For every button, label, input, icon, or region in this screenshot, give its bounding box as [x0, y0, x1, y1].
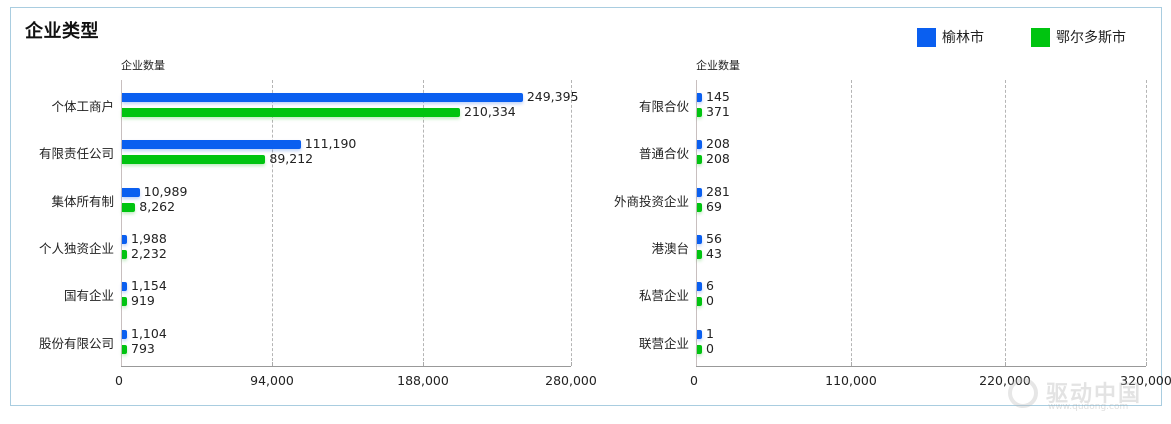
- bar-value-label: 145: [706, 89, 730, 104]
- category-label: 国有企业: [63, 288, 114, 303]
- category-label: 个体工商户: [51, 99, 114, 114]
- bar-value-label: 208: [706, 151, 730, 166]
- x-tick-label: 110,000: [825, 373, 877, 388]
- category-label: 外商投资企业: [613, 194, 689, 209]
- bar-value-label: 10,989: [143, 184, 188, 199]
- category-label: 集体所有制: [51, 194, 114, 209]
- x-tick-label: 0: [115, 373, 123, 388]
- category-label: 港澳台: [651, 241, 689, 256]
- watermark-url: www.qudong.com: [1048, 402, 1129, 412]
- gridline: [1146, 80, 1147, 366]
- bar-ordos[interactable]: [697, 203, 702, 212]
- bar-ordos[interactable]: [122, 108, 461, 117]
- bar-value-label: 371: [706, 104, 730, 119]
- bar-value-label: 793: [131, 341, 155, 356]
- watermark-logo: 驱动中国 www.qudong.com: [1008, 376, 1168, 416]
- bar-value-label: 111,190: [304, 136, 357, 151]
- bar-value-label: 2,232: [131, 246, 167, 261]
- bar-ordos[interactable]: [122, 297, 127, 306]
- y-axis-line: [121, 80, 122, 366]
- legend-swatch-icon: [1031, 27, 1050, 47]
- bar-yulin[interactable]: [122, 188, 140, 197]
- category-label: 有限合伙: [638, 99, 689, 114]
- bar-value-label: 1,154: [131, 278, 167, 293]
- x-tick: [1005, 362, 1006, 366]
- x-tick-label: 94,000: [250, 373, 294, 388]
- bar-ordos[interactable]: [122, 250, 127, 259]
- bar-yulin[interactable]: [122, 235, 127, 244]
- category-label: 私营企业: [638, 288, 689, 303]
- bar-ordos[interactable]: [122, 155, 266, 164]
- y-axis-title: 企业数量: [121, 59, 165, 72]
- bar-value-label: 0: [706, 293, 714, 308]
- bar-yulin[interactable]: [697, 140, 702, 149]
- bar-value-label: 6: [706, 278, 714, 293]
- chart-panel: [10, 7, 1162, 406]
- legend-item-ordos[interactable]: 鄂尔多斯市: [1031, 27, 1126, 47]
- category-label: 股份有限公司: [38, 336, 114, 351]
- gridline: [272, 80, 273, 366]
- x-axis-line: [121, 366, 571, 367]
- bar-ordos[interactable]: [122, 345, 127, 354]
- bar-ordos[interactable]: [122, 203, 136, 212]
- bar-ordos[interactable]: [697, 250, 702, 259]
- watermark-text: 驱动中国: [1046, 382, 1143, 407]
- bar-value-label: 8,262: [139, 199, 176, 214]
- x-tick: [851, 362, 852, 366]
- bar-yulin[interactable]: [697, 330, 702, 339]
- x-tick-label: 320,000: [1120, 373, 1171, 388]
- bar-yulin[interactable]: [122, 282, 127, 291]
- legend-item-yulin[interactable]: 榆林市: [917, 27, 984, 47]
- x-tick: [1146, 362, 1147, 366]
- x-tick-label: 188,000: [397, 373, 449, 388]
- bar-yulin[interactable]: [697, 282, 702, 291]
- category-label: 联营企业: [638, 336, 689, 351]
- bar-ordos[interactable]: [697, 297, 702, 306]
- category-label: 普通合伙: [638, 146, 689, 161]
- bar-value-label: 210,334: [464, 104, 516, 119]
- bar-value-label: 249,395: [526, 89, 579, 104]
- bar-value-label: 89,212: [269, 151, 314, 166]
- x-axis-line: [696, 366, 1146, 367]
- y-axis-line: [696, 80, 697, 366]
- bar-value-label: 281: [706, 184, 730, 199]
- x-tick-label: 280,000: [545, 373, 597, 388]
- bar-value-label: 1,104: [131, 326, 167, 341]
- category-label: 个人独资企业: [38, 241, 114, 256]
- bar-value-label: 1: [706, 326, 714, 341]
- bar-ordos[interactable]: [697, 345, 702, 354]
- x-tick: [272, 362, 273, 366]
- bar-value-label: 69: [706, 199, 722, 214]
- bar-value-label: 56: [706, 231, 722, 246]
- x-tick-label: 0: [690, 373, 698, 388]
- legend-label: 榆林市: [942, 30, 984, 46]
- legend-label: 鄂尔多斯市: [1056, 30, 1126, 46]
- gridline: [423, 80, 424, 366]
- panel-title: 企业类型: [25, 21, 99, 42]
- gridline: [1005, 80, 1006, 366]
- gridline: [851, 80, 852, 366]
- bar-yulin[interactable]: [697, 188, 702, 197]
- bar-value-label: 43: [706, 246, 722, 261]
- bar-yulin[interactable]: [122, 330, 127, 339]
- bar-value-label: 0: [706, 341, 714, 356]
- x-tick: [571, 362, 572, 366]
- y-axis-title: 企业数量: [696, 59, 740, 72]
- category-label: 有限责任公司: [38, 146, 114, 161]
- x-tick: [423, 362, 424, 366]
- bar-yulin[interactable]: [122, 140, 301, 149]
- bar-yulin[interactable]: [122, 93, 523, 102]
- bar-value-label: 208: [706, 136, 730, 151]
- watermark-ring-icon: [1008, 378, 1038, 408]
- legend-swatch-icon: [917, 27, 936, 47]
- bar-ordos[interactable]: [697, 155, 702, 164]
- bar-yulin[interactable]: [697, 93, 702, 102]
- bar-ordos[interactable]: [697, 108, 702, 117]
- gridline: [571, 80, 572, 366]
- bar-value-label: 1,988: [131, 231, 167, 246]
- bar-value-label: 919: [131, 293, 155, 308]
- bar-yulin[interactable]: [697, 235, 702, 244]
